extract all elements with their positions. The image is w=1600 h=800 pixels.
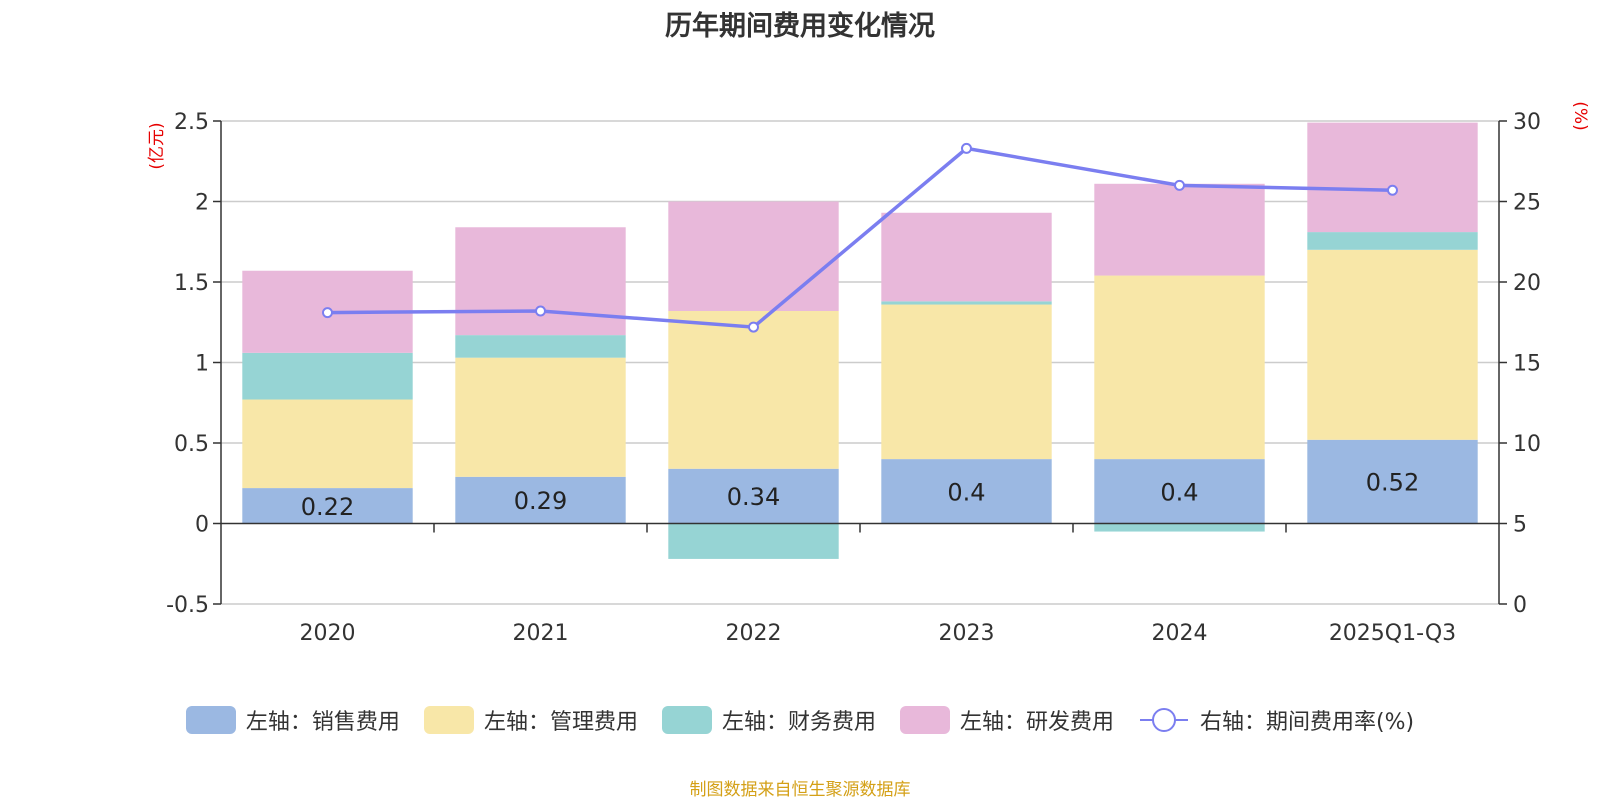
right-axis-tick-label: 10 <box>1513 432 1541 457</box>
legend-label: 右轴：期间费用率(%) <box>1199 710 1415 735</box>
legend-swatch <box>423 706 474 734</box>
data-labels: 0.22 0.29 0.34 0.4 0.4 0.52 <box>301 469 1419 521</box>
right-axis-tick-label: 0 <box>1513 593 1527 618</box>
legend-label: 左轴：销售费用 <box>245 710 400 735</box>
right-axis-tick-label: 30 <box>1513 110 1541 135</box>
bar-s3-1 <box>455 227 626 336</box>
bar-s3-4 <box>1094 183 1265 276</box>
bar-s0-3 <box>881 459 1052 524</box>
bar-data-label: 0.4 <box>1160 478 1198 506</box>
left-axis-tick-label: 2.5 <box>174 110 209 135</box>
bar-s0-0 <box>242 488 413 524</box>
bar-s0-2 <box>668 468 839 524</box>
left-axis-tick-label: 2 <box>195 191 209 216</box>
bar-s0-4 <box>1094 459 1265 524</box>
axes: -0.5 0 0.5 1 1.5 2 2.5 0 5 10 15 20 25 30 2020 2021 2022… <box>147 101 1590 646</box>
x-axis-tick-label: 2025Q1-Q3 <box>1329 621 1456 646</box>
bar-s1-0 <box>242 399 413 489</box>
right-axis-tick-label: 20 <box>1513 271 1541 296</box>
left-axis-tick-label: 0.5 <box>174 432 209 457</box>
bar-s3-2 <box>668 201 839 311</box>
bar-s1-5 <box>1307 249 1478 440</box>
legend-label: 左轴：财务费用 <box>721 710 876 735</box>
bar-s2-4 <box>1094 523 1265 532</box>
bar-s0-1 <box>455 476 626 524</box>
rate-point <box>961 142 972 154</box>
left-axis-unit-label: (亿元) <box>147 122 167 169</box>
rate-point <box>322 307 333 319</box>
legend-item[interactable]: 右轴：期间费用率(%) <box>1138 704 1414 736</box>
chart-title: 历年期间费用变化情况 <box>665 11 935 42</box>
legend: 左轴：销售费用 左轴：管理费用 左轴：财务费用 左轴：研发费用 右轴：期间费用率(%) <box>0 700 1600 740</box>
left-axis-tick-label: 0 <box>195 513 209 538</box>
rate-point <box>748 321 759 333</box>
bar-s3-5 <box>1307 122 1478 233</box>
x-axis-tick-label: 2024 <box>1152 621 1208 646</box>
bar-s1-3 <box>881 304 1052 460</box>
legend-item[interactable]: 左轴：销售费用 <box>185 704 400 736</box>
left-axis-tick-label: 1 <box>195 352 209 377</box>
rate-point <box>535 305 546 317</box>
left-axis-tick-label: -0.5 <box>166 593 209 618</box>
x-axis-tick-label: 2023 <box>939 621 995 646</box>
x-axis-tick-label: 2020 <box>300 621 356 646</box>
bar-series <box>242 122 1478 559</box>
source-footnote: 制图数据来自恒生聚源数据库 <box>689 780 911 800</box>
bar-data-label: 0.52 <box>1366 469 1419 497</box>
legend-label: 左轴：研发费用 <box>959 710 1114 735</box>
x-axis-tick-label: 2022 <box>726 621 782 646</box>
right-axis-tick-label: 25 <box>1513 191 1541 216</box>
bar-s2-0 <box>242 352 413 400</box>
x-axis-tick-label: 2021 <box>513 621 569 646</box>
rate-point <box>1387 184 1398 196</box>
legend-swatch <box>185 706 236 734</box>
legend-item[interactable]: 左轴：研发费用 <box>899 704 1114 736</box>
bar-s2-1 <box>455 335 626 358</box>
bar-data-label: 0.34 <box>727 483 780 511</box>
chart-area: -0.5 0 0.5 1 1.5 2 2.5 0 5 10 15 20 25 30 2020 2021 2022… <box>147 101 1590 646</box>
right-axis-tick-label: 15 <box>1513 352 1541 377</box>
bar-data-label: 0.29 <box>514 487 567 515</box>
bar-s2-3 <box>881 301 1052 305</box>
right-axis-unit-label: (%) <box>1570 101 1590 130</box>
right-axis-tick-label: 5 <box>1513 513 1527 538</box>
grid-lines <box>221 120 1499 605</box>
legend-swatch <box>661 706 712 734</box>
bar-data-label: 0.4 <box>947 478 985 506</box>
rate-line <box>327 146 1393 329</box>
bar-s0-5 <box>1307 439 1478 524</box>
legend-item[interactable]: 左轴：财务费用 <box>661 704 876 736</box>
legend-line-circle <box>1151 708 1176 732</box>
legend-swatch <box>899 706 950 734</box>
bar-s2-5 <box>1307 232 1478 250</box>
bar-s1-4 <box>1094 275 1265 460</box>
legend-item[interactable]: 左轴：管理费用 <box>423 704 638 736</box>
bar-data-label: 0.22 <box>301 493 354 521</box>
legend-label: 左轴：管理费用 <box>483 710 638 735</box>
bar-s3-3 <box>881 212 1052 302</box>
bar-s2-2 <box>668 523 839 559</box>
legend-line-marker <box>1139 708 1188 732</box>
left-axis-tick-label: 1.5 <box>174 271 209 296</box>
bar-s1-1 <box>455 357 626 477</box>
bar-s1-2 <box>668 310 839 469</box>
rate-point <box>1174 179 1185 191</box>
line-series <box>322 142 1398 333</box>
